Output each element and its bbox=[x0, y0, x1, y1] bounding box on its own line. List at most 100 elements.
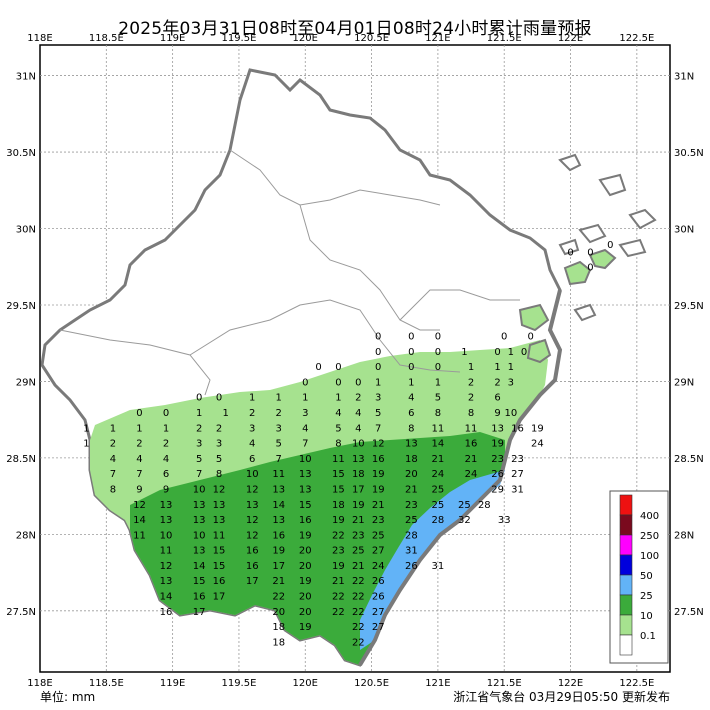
station-value: 0 bbox=[196, 393, 202, 404]
station-value: 25 bbox=[352, 546, 365, 557]
lat-tick-label: 28N bbox=[16, 530, 36, 541]
station-value: 12 bbox=[160, 561, 173, 572]
lat-tick-label: 29.5N bbox=[674, 301, 704, 312]
legend-swatch bbox=[619, 614, 633, 636]
legend-swatch bbox=[619, 574, 633, 596]
station-value: 16 bbox=[511, 423, 524, 434]
station-value: 21 bbox=[432, 454, 445, 465]
legend-swatch bbox=[619, 554, 633, 576]
station-value: 2 bbox=[163, 439, 169, 450]
station-value: 23 bbox=[352, 530, 365, 541]
station-value: 22 bbox=[352, 622, 365, 633]
station-value: 26 bbox=[372, 592, 385, 603]
map-title: 2025年03月31日08时至04月01日08时24小时累计雨量预报 bbox=[118, 19, 592, 39]
station-value: 19 bbox=[531, 423, 544, 434]
legend-box bbox=[609, 490, 669, 664]
legend-label: 50 bbox=[640, 571, 653, 582]
station-value: 19 bbox=[299, 622, 312, 633]
station-value: 19 bbox=[332, 515, 345, 526]
station-value: 13 bbox=[213, 515, 226, 526]
station-value: 24 bbox=[432, 469, 445, 480]
station-value: 20 bbox=[299, 607, 312, 618]
station-value: 8 bbox=[110, 484, 116, 495]
station-value: 4 bbox=[335, 408, 341, 419]
station-value: 6 bbox=[163, 469, 169, 480]
lat-tick-label: 31N bbox=[16, 72, 36, 83]
station-value: 0 bbox=[435, 332, 441, 343]
station-value: 24 bbox=[531, 439, 544, 450]
station-value: 7 bbox=[136, 469, 142, 480]
station-value: 25 bbox=[372, 530, 385, 541]
station-value: 25 bbox=[458, 500, 471, 511]
station-value: 0 bbox=[501, 332, 507, 343]
station-value: 1 bbox=[276, 393, 282, 404]
station-value: 10 bbox=[160, 530, 173, 541]
station-value: 6 bbox=[249, 454, 255, 465]
legend-label: 250 bbox=[640, 531, 659, 542]
station-value: 14 bbox=[432, 439, 445, 450]
station-value: 13 bbox=[272, 515, 285, 526]
latitude-labels-left: 31N 30.5N 30N 29.5N 29N 28.5N 28N 27.5N bbox=[6, 72, 36, 618]
station-value: 19 bbox=[272, 546, 285, 557]
legend-swatch bbox=[619, 494, 633, 516]
lat-tick-label: 28.5N bbox=[6, 454, 36, 465]
longitude-labels-bottom: 118E 118.5E 119E 119.5E 120E 120.5E 121E 121.5E… bbox=[27, 678, 654, 689]
lon-tick-label: 121E bbox=[425, 33, 450, 44]
station-value: 1 bbox=[408, 377, 414, 388]
station-value: 15 bbox=[193, 576, 206, 587]
station-value: 15 bbox=[332, 484, 345, 495]
station-value: 2 bbox=[136, 439, 142, 450]
station-value: 23 bbox=[372, 515, 385, 526]
station-value: 7 bbox=[375, 423, 381, 434]
lat-tick-label: 30.5N bbox=[6, 148, 36, 159]
lat-tick-label: 30.5N bbox=[674, 148, 704, 159]
station-value: 15 bbox=[213, 561, 226, 572]
station-value: 0 bbox=[216, 393, 222, 404]
station-value: 14 bbox=[193, 561, 206, 572]
station-value: 27 bbox=[372, 546, 385, 557]
station-value: 7 bbox=[110, 469, 116, 480]
station-value: 5 bbox=[276, 439, 282, 450]
station-value: 0 bbox=[355, 377, 361, 388]
lat-tick-label: 28N bbox=[674, 530, 694, 541]
station-value: 8 bbox=[216, 469, 222, 480]
station-value: 3 bbox=[216, 439, 222, 450]
station-value: 1 bbox=[508, 362, 514, 373]
station-value: 1 bbox=[508, 347, 514, 358]
station-value: 2 bbox=[468, 393, 474, 404]
station-value: 10 bbox=[193, 484, 206, 495]
station-value: 28 bbox=[478, 500, 491, 511]
station-value: 8 bbox=[335, 439, 341, 450]
station-value: 12 bbox=[246, 515, 259, 526]
station-value: 17 bbox=[246, 576, 259, 587]
source-label: 浙江省气象台 03月29日05:50 更新发布 bbox=[453, 690, 670, 704]
island-value: 0 bbox=[567, 247, 573, 258]
station-value: 26 bbox=[491, 469, 504, 480]
lat-tick-label: 29.5N bbox=[6, 301, 36, 312]
station-value: 13 bbox=[213, 500, 226, 511]
station-value: 1 bbox=[163, 423, 169, 434]
station-value: 5 bbox=[216, 454, 222, 465]
legend-label: 25 bbox=[640, 591, 653, 602]
station-value: 16 bbox=[299, 515, 312, 526]
station-value: 11 bbox=[332, 454, 345, 465]
lon-tick-label: 118.5E bbox=[89, 678, 124, 689]
station-value: 3 bbox=[249, 423, 255, 434]
station-value: 5 bbox=[335, 423, 341, 434]
station-value: 8 bbox=[468, 408, 474, 419]
station-value: 5 bbox=[196, 454, 202, 465]
station-value: 2 bbox=[276, 408, 282, 419]
station-value: 13 bbox=[299, 484, 312, 495]
station-value: 10 bbox=[352, 439, 365, 450]
station-value: 0 bbox=[375, 332, 381, 343]
island-value: 0 bbox=[587, 263, 593, 274]
station-value: 18 bbox=[352, 469, 365, 480]
station-value: 17 bbox=[352, 484, 365, 495]
station-value: 23 bbox=[511, 454, 524, 465]
station-value: 8 bbox=[435, 408, 441, 419]
station-value: 7 bbox=[276, 454, 282, 465]
station-value: 8 bbox=[408, 423, 414, 434]
lon-tick-label: 119.5E bbox=[221, 678, 256, 689]
lat-tick-label: 29N bbox=[16, 377, 36, 388]
station-value: 16 bbox=[213, 576, 226, 587]
